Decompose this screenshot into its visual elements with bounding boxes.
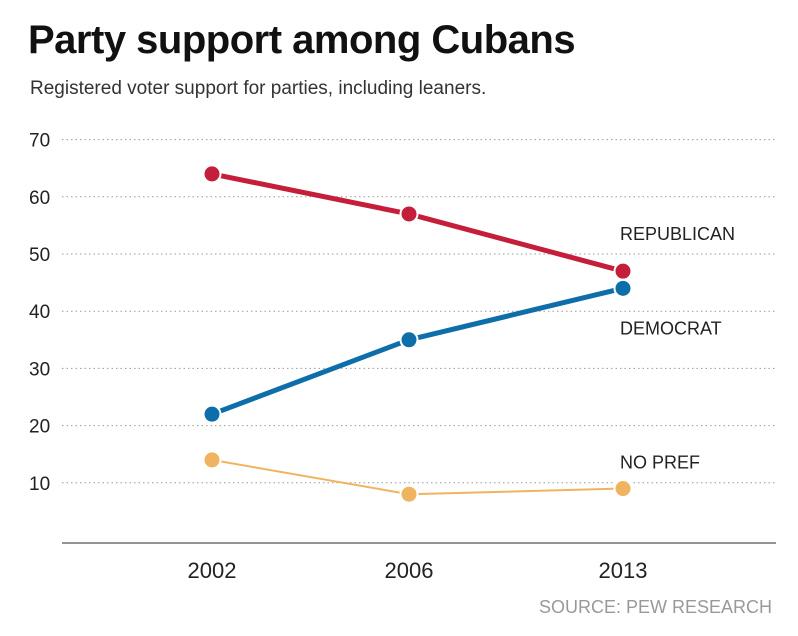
- data-point-republican: [202, 164, 222, 184]
- x-tick-label: 2006: [385, 558, 434, 583]
- series-line-no-pref: [211, 458, 624, 496]
- chart-title: Party support among Cubans: [28, 18, 576, 62]
- x-tick-label: 2002: [188, 558, 237, 583]
- series-label: DEMOCRAT: [620, 318, 722, 338]
- x-axis-ticks: 2002 2006 2013: [188, 558, 648, 583]
- y-tick-label: 20: [29, 417, 50, 438]
- series-line-republican: [209, 171, 626, 274]
- data-point-no-pref: [399, 484, 419, 504]
- y-tick-label: 70: [29, 131, 50, 152]
- series-label: REPUBLICAN: [620, 224, 735, 244]
- data-point-democrat: [202, 404, 222, 424]
- data-point-republican: [613, 261, 633, 281]
- chart-subtitle: Registered voter support for parties, in…: [30, 78, 487, 99]
- data-points: [202, 164, 633, 504]
- series-line-democrat: [209, 285, 626, 417]
- source-note: SOURCE: PEW RESEARCH: [538, 597, 772, 617]
- y-axis-ticks: 10 20 30 40 50 60 70: [29, 131, 50, 495]
- y-tick-label: 50: [29, 245, 50, 266]
- data-point-democrat: [613, 278, 633, 298]
- data-point-no-pref: [202, 450, 222, 470]
- data-point-republican: [399, 204, 419, 224]
- y-tick-label: 40: [29, 302, 50, 323]
- y-tick-label: 30: [29, 359, 50, 380]
- data-point-no-pref: [613, 479, 633, 499]
- data-point-democrat: [399, 330, 419, 350]
- series-labels: REPUBLICAN DEMOCRAT NO PREF: [620, 224, 735, 472]
- gridlines: [62, 139, 776, 484]
- x-tick-label: 2013: [599, 558, 648, 583]
- series-lines: [209, 171, 626, 496]
- series-label: NO PREF: [620, 453, 700, 473]
- y-tick-label: 60: [29, 188, 50, 209]
- y-tick-label: 10: [29, 474, 50, 495]
